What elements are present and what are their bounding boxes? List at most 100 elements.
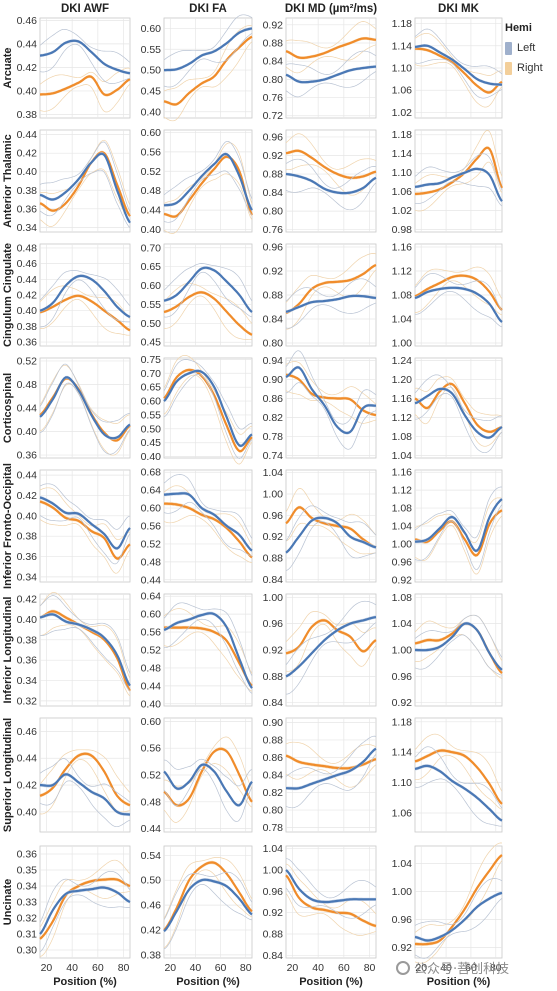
- y-tick-label: 0.60: [141, 23, 162, 35]
- series-line-right: [285, 619, 377, 655]
- y-tick-label: 0.38: [17, 185, 38, 197]
- series-line-left: [285, 65, 377, 84]
- panel: 0.84 0.88 0.92 0.96 1.00 1.04: [263, 467, 377, 586]
- x-tick-label: 40: [440, 962, 452, 974]
- panel: 0.92 0.96 1.00 1.04 1.08 1.12 1.16: [392, 467, 503, 586]
- y-tick-label: 0.30: [17, 945, 38, 957]
- y-tick-label: 0.48: [17, 379, 38, 391]
- y-tick-label: 0.36: [17, 203, 38, 215]
- envelope-line: [163, 41, 253, 122]
- y-tick-label: 0.92: [392, 942, 413, 954]
- plot-area: [285, 129, 377, 233]
- series-band: [286, 754, 376, 770]
- y-tick-label: 0.86: [263, 752, 284, 764]
- y-tick-label: 0.78: [263, 431, 284, 443]
- x-tick-label: 20: [287, 962, 299, 974]
- series-line-right: [164, 626, 253, 687]
- watermark-text: 公众号·菩创科技: [414, 962, 510, 977]
- column-title: DKI FA: [189, 3, 227, 15]
- panel: 0.45 0.50 0.55 0.60 0.65 0.70: [141, 242, 253, 349]
- x-tick-label: 80: [118, 962, 130, 974]
- row-title: Inferior Longitudinal: [2, 597, 14, 704]
- y-tick-label: 0.64: [141, 485, 162, 497]
- envelope-line: [163, 883, 253, 950]
- series-line-right: [163, 291, 253, 336]
- envelope-line: [39, 859, 131, 928]
- panel: 0.34 0.36 0.38 0.40 0.42 0.44: [17, 129, 131, 234]
- envelope-line: [163, 768, 253, 822]
- watermark: 公众号·菩创科技: [396, 958, 509, 977]
- y-tick-label: 1.16: [392, 393, 413, 405]
- y-tick-label: 0.42: [17, 62, 38, 74]
- x-tick-label: 60: [465, 962, 477, 974]
- envelope-line: [39, 627, 131, 692]
- y-tick-label: 0.78: [263, 822, 284, 834]
- y-tick-label: 0.42: [17, 780, 38, 792]
- x-axis-label: Position (%): [299, 976, 363, 988]
- series-band: [40, 772, 130, 817]
- y-tick-label: 0.80: [263, 805, 284, 817]
- y-tick-label: 0.32: [17, 913, 38, 925]
- envelope-line: [163, 170, 253, 223]
- y-tick-label: 0.72: [263, 110, 284, 122]
- envelope-line: [414, 515, 503, 575]
- envelope-line: [285, 622, 377, 695]
- panel: 0.98 1.02 1.06 1.10 1.14 1.18: [392, 129, 503, 236]
- y-tick-label: 0.48: [141, 662, 162, 674]
- envelope-line: [39, 28, 131, 63]
- panel: 1.00 1.04 1.08 1.12 1.16: [392, 242, 503, 350]
- row-title: Uncinate: [2, 879, 14, 925]
- y-tick-label: 1.08: [392, 290, 413, 302]
- panel: 0.92 0.96 1.00 1.04 20 40 60 80 Position (%): [392, 842, 503, 988]
- series-line-right: [415, 854, 503, 946]
- panel: 0.84 0.88 0.92 0.96 1.00 1.04 20 40 60 80Position…: [263, 843, 377, 988]
- series-line-left: [414, 286, 503, 323]
- y-tick-label: 0.44: [141, 680, 162, 692]
- envelope-line: [285, 522, 377, 555]
- y-tick-label: 0.88: [263, 734, 284, 746]
- panel: 0.84 0.88 0.92 0.96 1.00: [263, 592, 377, 709]
- y-tick-label: 0.42: [17, 148, 38, 160]
- envelope-line: [163, 359, 252, 430]
- series-line-left: [415, 622, 503, 671]
- envelope-line: [164, 618, 253, 694]
- y-tick-label: 1.00: [392, 538, 413, 550]
- y-tick-label: 1.14: [392, 148, 413, 160]
- envelope-line: [414, 497, 503, 544]
- panel: 0.32 0.34 0.36 0.38 0.40 0.42: [17, 592, 131, 707]
- y-tick-label: 0.70: [141, 242, 162, 254]
- series-line-left: [163, 878, 253, 933]
- panel: 0.44 0.48 0.52 0.56 0.60 0.64 0.68: [141, 467, 253, 586]
- envelope-line: [414, 778, 502, 827]
- y-tick-label: 0.96: [392, 671, 413, 683]
- envelope-line: [163, 173, 253, 234]
- envelope-line: [414, 842, 503, 933]
- x-tick-label: 20: [415, 962, 427, 974]
- series-line-left: [39, 886, 131, 935]
- series-line-left: [414, 498, 503, 552]
- y-tick-label: 0.55: [141, 409, 162, 421]
- envelope-line: [414, 733, 503, 792]
- y-tick-label: 0.92: [263, 19, 284, 31]
- envelope-line: [40, 279, 130, 328]
- y-tick-label: 0.50: [141, 318, 162, 330]
- y-tick-label: 0.56: [141, 146, 162, 158]
- y-tick-label: 0.82: [263, 787, 284, 799]
- y-tick-label: 0.96: [263, 618, 284, 630]
- series-line-right: [414, 749, 503, 805]
- y-tick-label: 0.44: [141, 574, 162, 586]
- envelope-line: [163, 25, 253, 92]
- envelope-line: [414, 754, 503, 810]
- y-tick-label: 0.40: [17, 166, 38, 178]
- y-tick-label: 0.46: [17, 726, 38, 738]
- y-tick-label: 1.04: [392, 450, 413, 462]
- y-tick-label: 0.34: [17, 675, 38, 687]
- envelope-line: [414, 28, 503, 75]
- envelope-line: [414, 386, 503, 447]
- panel: 0.80 0.84 0.88 0.92 0.96: [263, 242, 377, 350]
- y-tick-label: 0.40: [17, 806, 38, 818]
- series-line-left: [285, 172, 377, 195]
- y-tick-label: 0.40: [17, 614, 38, 626]
- plot-area: [414, 717, 503, 833]
- envelope-line: [39, 382, 131, 455]
